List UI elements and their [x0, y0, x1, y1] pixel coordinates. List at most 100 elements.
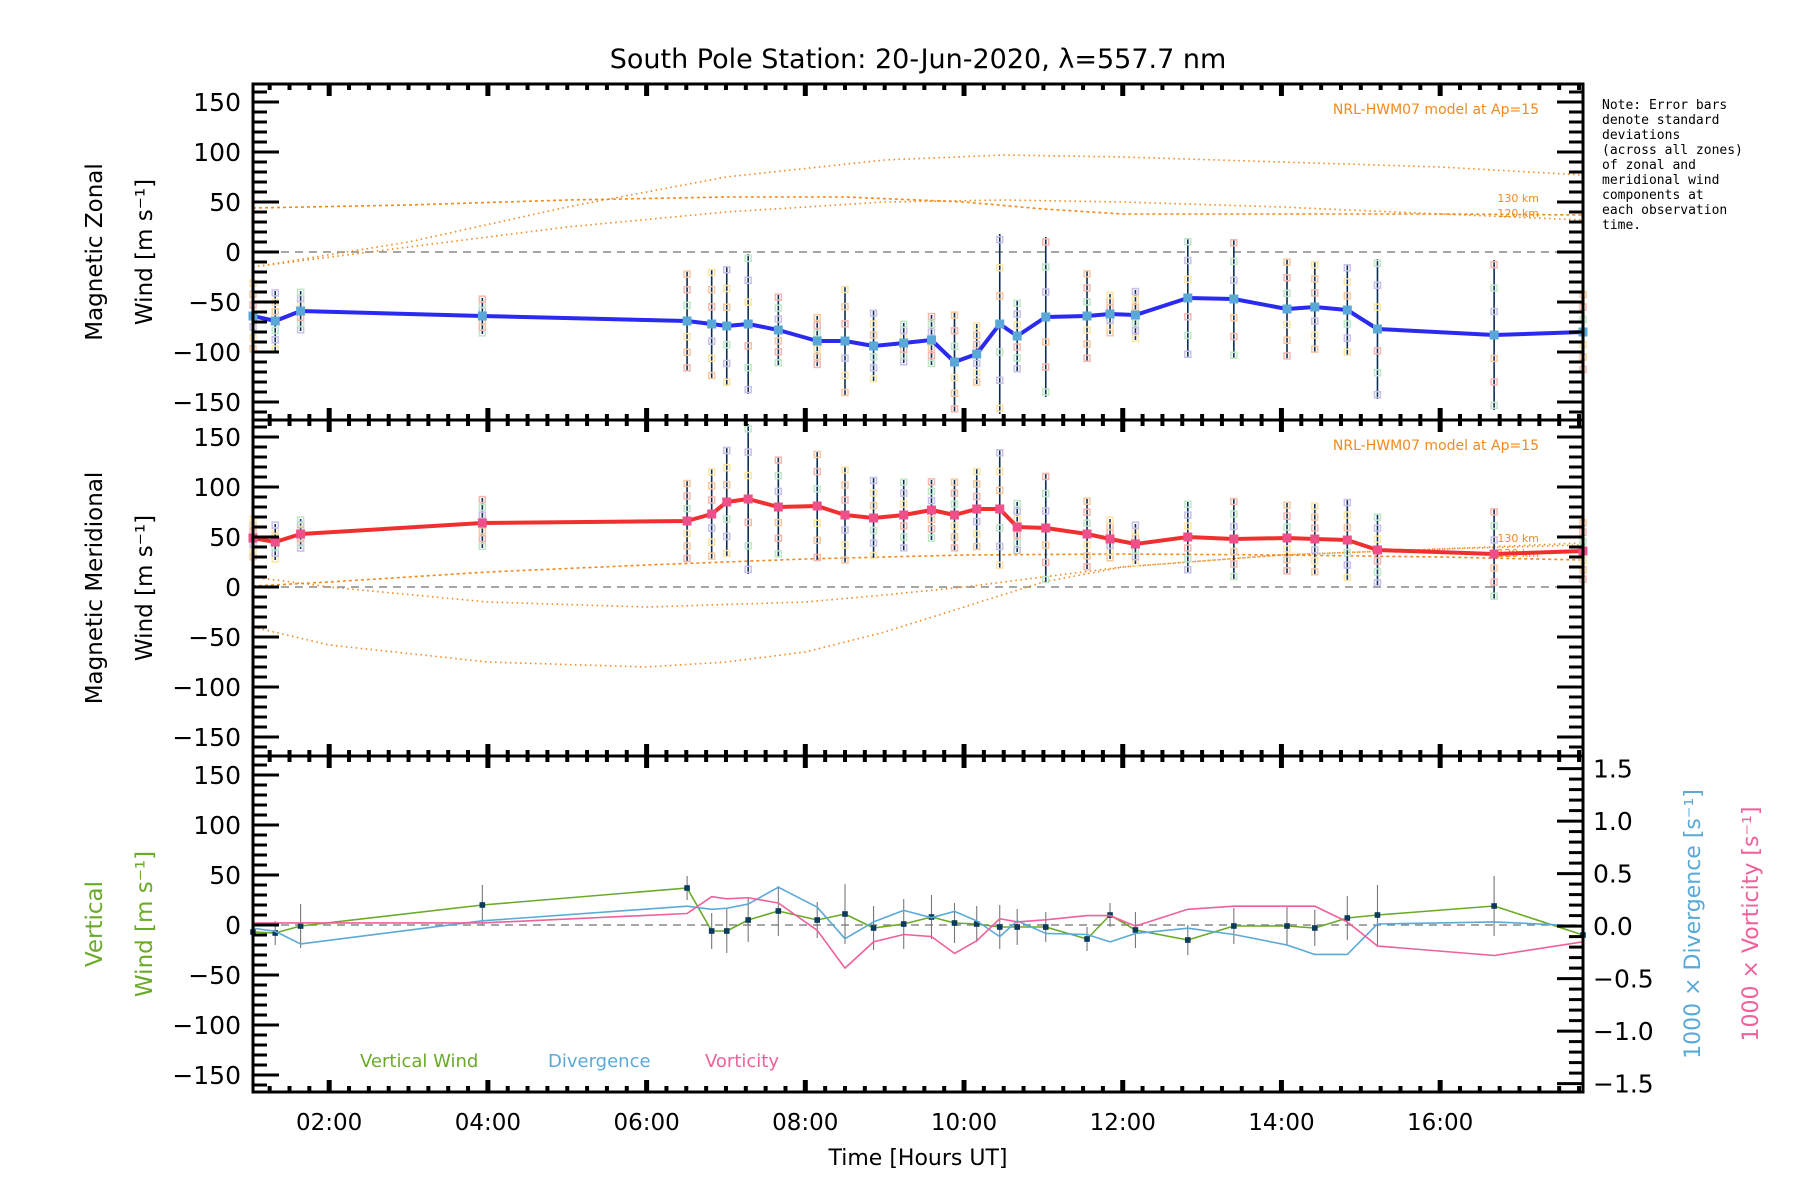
- zone-sample: [1490, 260, 1498, 269]
- zone-sample: [1042, 338, 1050, 346]
- model-alt-label: 130 km: [1497, 532, 1539, 545]
- zone-sample: [1490, 378, 1498, 386]
- panel-vertical: 1.5 1.0 0.5 0.0 −0.5 −1.0 −1.5 1000 × Divergenc…: [82, 754, 1764, 1099]
- zone-sample: [841, 320, 849, 328]
- zone-sample: [899, 320, 908, 328]
- zone-sample: [972, 530, 981, 538]
- y-tick-label: 50: [209, 523, 241, 552]
- zone-sample: [841, 466, 849, 474]
- data-point: [1183, 293, 1193, 303]
- zone-sample: [1184, 256, 1192, 265]
- zone-sample: [1343, 573, 1352, 582]
- data-point: [1185, 937, 1191, 943]
- data-point: [477, 311, 487, 321]
- zone-sample: [1083, 298, 1091, 306]
- zone-sample: [707, 496, 716, 504]
- zone-sample: [927, 328, 936, 336]
- x-axis-label: Time [Hours UT]: [828, 1146, 1008, 1171]
- data-point: [1374, 912, 1381, 918]
- zone-sample: [950, 311, 959, 319]
- zone-sample: [296, 539, 305, 548]
- data-point: [296, 529, 306, 539]
- zone-sample: [927, 344, 936, 352]
- series-line-magnetic-meridional-wind: [252, 497, 1584, 556]
- zone-sample: [841, 541, 849, 549]
- data-point: [1342, 305, 1352, 315]
- zone-sample: [1083, 519, 1091, 527]
- zone-sample: [1013, 499, 1021, 508]
- zone-sample: [869, 364, 878, 372]
- zone-sample: [972, 369, 981, 377]
- zone-sample: [1373, 369, 1382, 377]
- data-point: [926, 505, 936, 515]
- zone-sample: [869, 526, 878, 535]
- data-point: [1231, 923, 1237, 929]
- note-line: meridional wind: [1602, 173, 1720, 188]
- zone-sample: [1013, 507, 1021, 516]
- zone-sample: [995, 264, 1004, 272]
- zone-sample: [1311, 317, 1319, 325]
- data-point: [708, 928, 715, 934]
- data-point: [745, 917, 751, 923]
- zone-sample: [1283, 258, 1291, 266]
- data-point: [1491, 903, 1497, 909]
- data-point: [773, 325, 783, 335]
- zone-sample: [972, 340, 981, 349]
- y2-tick-label: 0.0: [1593, 912, 1633, 941]
- data-point: [682, 316, 692, 326]
- zone-sample: [774, 534, 783, 542]
- series-line-magnetic-zonal-wind: [252, 296, 1584, 364]
- zone-sample: [1373, 259, 1382, 268]
- zone-sample: [1184, 331, 1192, 340]
- data-point: [1311, 925, 1318, 931]
- data-point: [950, 510, 960, 520]
- data-point: [869, 341, 879, 351]
- data-point: [1310, 302, 1320, 312]
- zone-sample: [1311, 568, 1319, 576]
- zone-sample: [899, 544, 908, 552]
- y-tick-label: 150: [193, 423, 241, 452]
- zone-sample: [1083, 497, 1091, 505]
- zone-sample: [1490, 564, 1498, 572]
- zone-sample: [683, 348, 691, 356]
- zone-sample: [972, 492, 981, 501]
- zone-sample: [1283, 274, 1291, 282]
- zone-sample: [1373, 524, 1382, 532]
- zone-sample: [1184, 238, 1192, 246]
- zone-sample: [744, 542, 752, 550]
- zone-sample: [813, 345, 821, 353]
- data-point: [272, 930, 279, 936]
- model-curve-0: [252, 154, 1584, 268]
- y-tick-label: 0: [225, 573, 241, 602]
- data-point: [1132, 927, 1139, 933]
- data-point: [1042, 924, 1049, 930]
- zone-sample: [1373, 347, 1382, 355]
- data-point: [270, 537, 280, 547]
- data-point: [1041, 523, 1051, 533]
- zone-sample: [1013, 538, 1021, 547]
- data-point: [1084, 936, 1090, 942]
- y-axis-label-line1: Vertical: [82, 881, 108, 967]
- data-point: [1082, 311, 1092, 321]
- x-tick-label: 10:00: [931, 1110, 997, 1136]
- data-point: [682, 516, 692, 526]
- data-point: [973, 921, 980, 927]
- zone-sample: [683, 286, 691, 294]
- zone-sample: [1373, 513, 1382, 521]
- zone-sample: [1106, 516, 1114, 524]
- zone-sample: [1490, 354, 1498, 363]
- zone-sample: [1083, 340, 1091, 348]
- zone-sample: [1042, 507, 1050, 515]
- x-tick-label: 08:00: [772, 1110, 838, 1136]
- zone-sample: [899, 500, 908, 508]
- zone-sample: [1230, 560, 1238, 568]
- zone-sample: [1283, 567, 1291, 575]
- zone-sample: [841, 481, 849, 489]
- zone-sample: [1042, 388, 1050, 396]
- zone-sample: [1131, 334, 1140, 343]
- y-tick-label: 100: [193, 138, 241, 167]
- zone-sample: [1184, 313, 1192, 321]
- model-label: NRL-HWM07 model at Ap=15: [1333, 438, 1539, 454]
- y2-axis-label-vorticity: 1000 × Vorticity [s⁻¹]: [1739, 807, 1764, 1042]
- zone-sample: [1311, 546, 1319, 554]
